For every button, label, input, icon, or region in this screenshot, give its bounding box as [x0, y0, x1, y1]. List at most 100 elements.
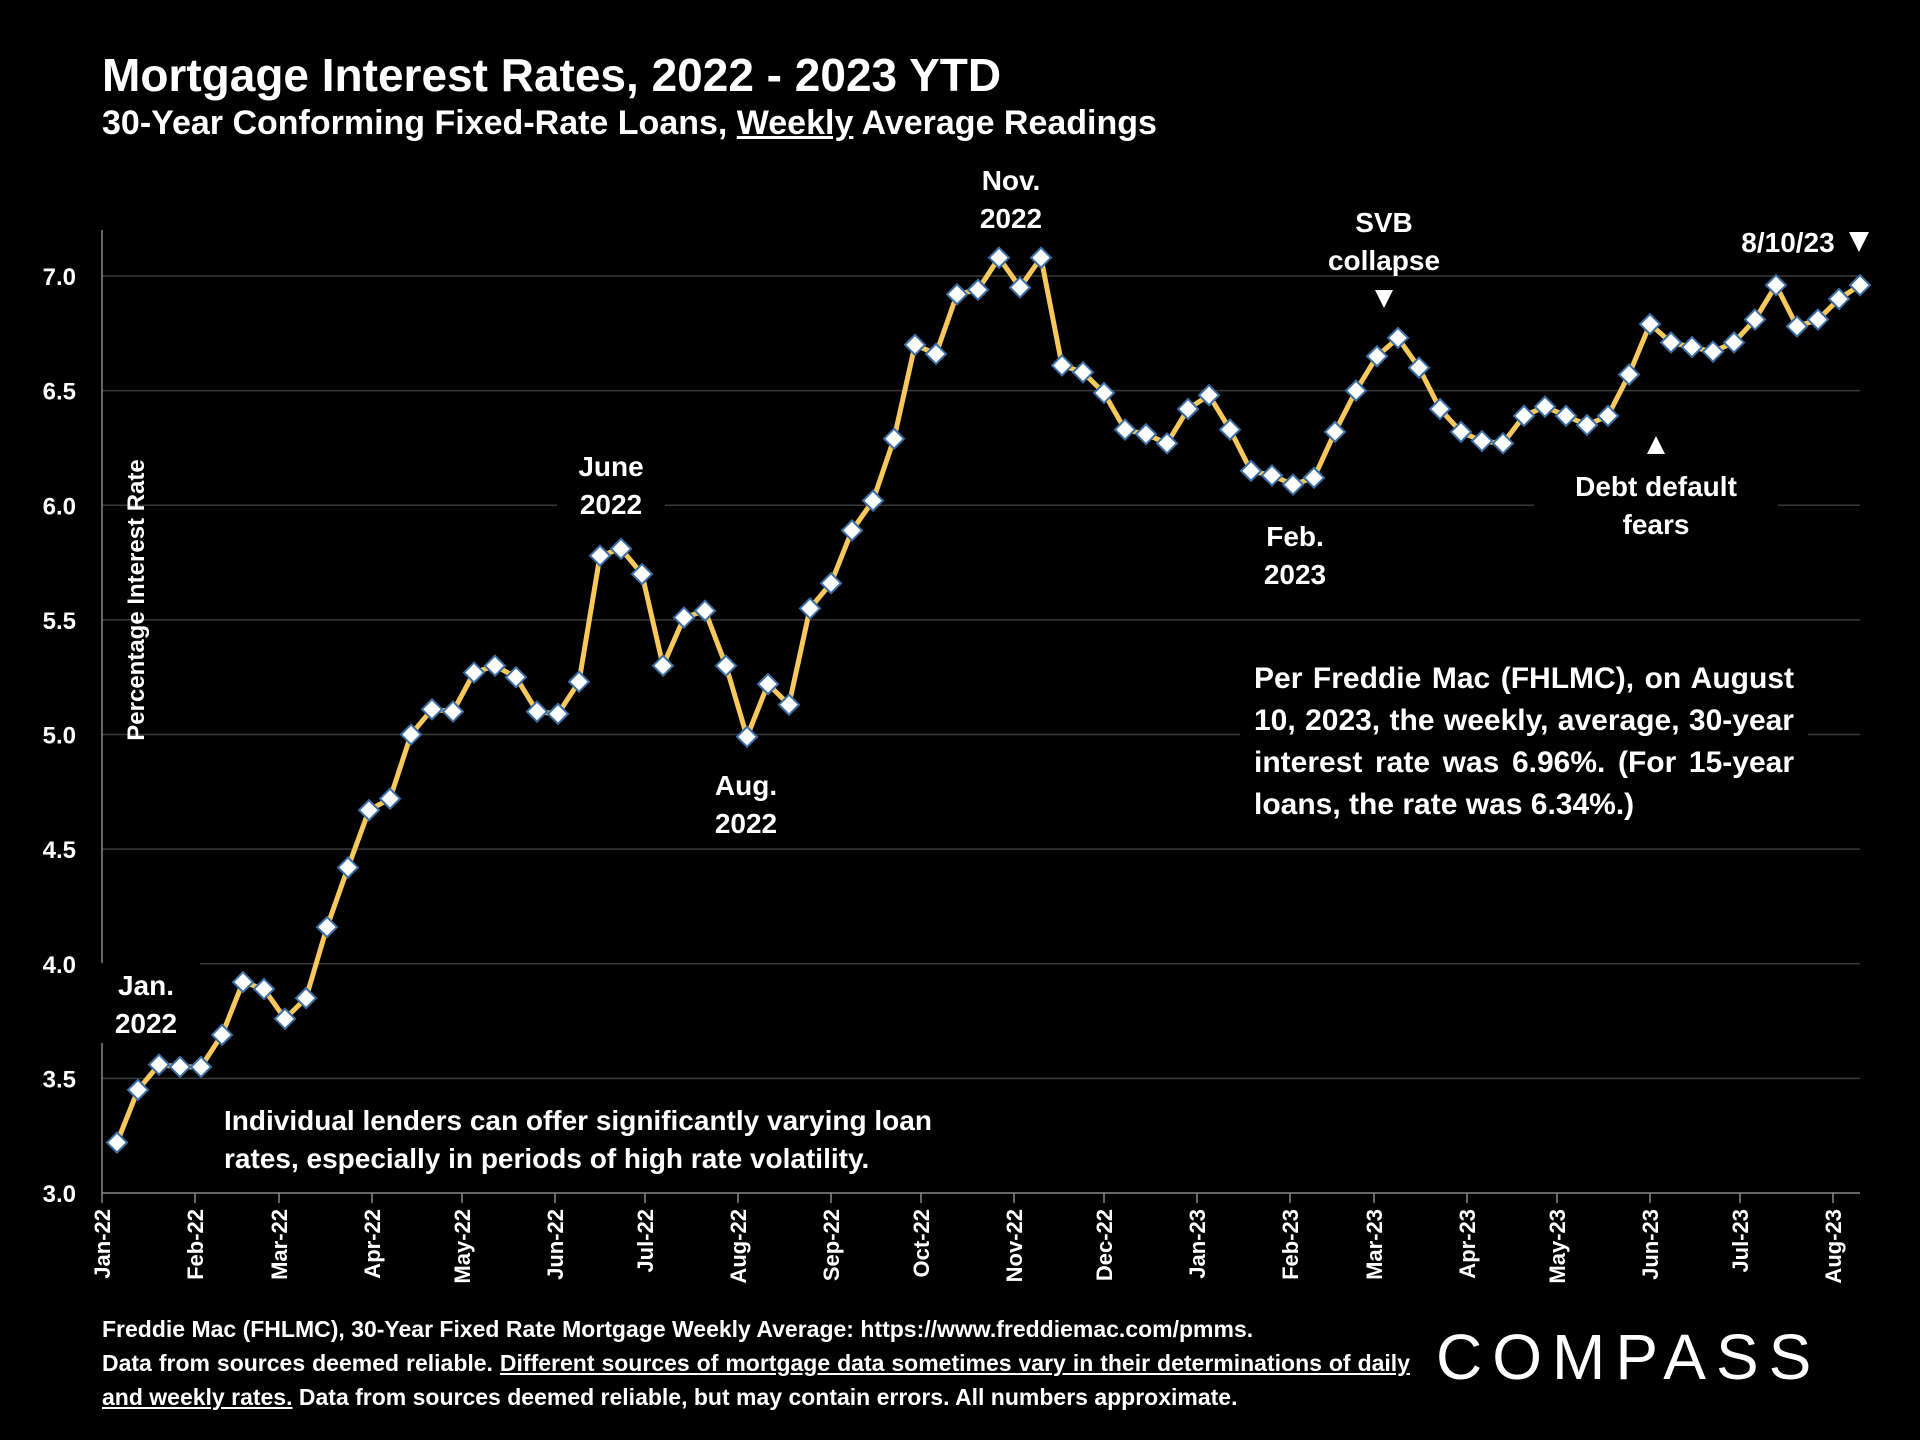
data-point [336, 856, 360, 879]
data-point [1323, 420, 1347, 444]
data-point [105, 1131, 129, 1154]
x-tick-label: Jan-23 [1185, 1209, 1210, 1279]
data-point [714, 654, 738, 678]
data-point [1617, 363, 1641, 386]
x-tick-label: Aug-22 [726, 1209, 751, 1284]
data-point [651, 654, 675, 678]
data-point [1764, 273, 1788, 297]
data-point [1596, 404, 1620, 428]
data-point [798, 596, 822, 620]
data-point [1827, 287, 1851, 311]
y-tick-label: 5.0 [43, 723, 76, 750]
x-tick-label: Aug-23 [1821, 1209, 1846, 1284]
subtitle-text-post: Average Readings [853, 104, 1157, 142]
annotation-line-1: Feb. [1266, 521, 1324, 552]
data-point [1155, 431, 1179, 455]
y-tick-label: 3.5 [43, 1066, 76, 1093]
data-point [126, 1078, 150, 1102]
data-point [189, 1055, 213, 1079]
data-point [483, 654, 507, 678]
annotation-line-1: Aug. [715, 770, 777, 801]
annotation-line-1: Nov. [982, 165, 1041, 196]
footer-line-1: Freddie Mac (FHLMC), 30-Year Fixed Rate … [102, 1316, 1254, 1342]
data-point [945, 282, 969, 306]
data-point [1491, 431, 1515, 455]
data-point [168, 1055, 192, 1079]
data-point [1407, 356, 1431, 380]
annotation-line-2: fears [1623, 509, 1690, 540]
y-tick-label: 3.0 [43, 1181, 76, 1208]
y-axis-label: Percentage Interest Rate [123, 459, 150, 740]
data-point [378, 787, 402, 811]
data-point [525, 700, 549, 723]
data-point [1533, 395, 1557, 419]
data-point [1638, 312, 1662, 336]
footer-line-2-underlined: Different sources of mortgage data somet… [102, 1350, 1410, 1410]
data-point [924, 342, 948, 366]
x-tick-label: May-22 [450, 1209, 475, 1284]
data-point [672, 606, 696, 629]
data-point [1680, 335, 1704, 359]
data-point [1176, 397, 1200, 421]
data-point [567, 670, 591, 694]
annotation-line-2: 2022 [715, 808, 777, 839]
data-point [1071, 360, 1095, 384]
data-point [1554, 404, 1578, 428]
annotation-line-2: 2022 [580, 489, 642, 520]
annotation: Aug. 2022 [692, 763, 800, 843]
volatility-note: Individual lenders can offer significant… [212, 1100, 996, 1180]
footer-line-2-post: Data from sources deemed reliable, but m… [292, 1384, 1238, 1410]
chart-title: Mortgage Interest Rates, 2022 - 2023 YTD [102, 49, 1002, 101]
data-point [420, 697, 444, 721]
annotation-backdrop [1534, 464, 1778, 544]
annotation-backdrop [1241, 514, 1349, 594]
footer-line-2-pre: Data from sources deemed reliable. [102, 1350, 500, 1376]
data-point [1386, 326, 1410, 350]
data-point [1281, 473, 1305, 497]
annotation-line-1: 8/10/23 [1741, 227, 1834, 258]
data-point [1365, 344, 1389, 368]
data-point [1239, 459, 1263, 483]
data-point [1575, 413, 1599, 437]
annotation: SVB collapse [1328, 207, 1440, 308]
data-point [1113, 418, 1137, 442]
y-tick-label: 6.0 [43, 493, 76, 520]
data-point [1470, 429, 1494, 453]
data-point [1743, 308, 1767, 331]
data-point [1008, 276, 1032, 299]
data-point [861, 489, 885, 513]
data-point [210, 1023, 234, 1047]
data-point [630, 562, 654, 586]
data-point [399, 723, 423, 746]
annotation-line-2: 2023 [1264, 559, 1326, 590]
gridlines [101, 230, 1860, 1194]
subtitle-text-underlined: Weekly [736, 104, 854, 142]
data-point [777, 693, 801, 717]
data-point [1848, 273, 1872, 297]
data-point [1512, 404, 1536, 428]
source-footer: Freddie Mac (FHLMC), 30-Year Fixed Rate … [102, 1312, 1410, 1414]
data-point [294, 986, 318, 1010]
annotation: Nov. 2022 [980, 165, 1042, 234]
x-tick-label: Feb-22 [183, 1209, 208, 1280]
arrow-up-icon [1647, 436, 1665, 454]
annotation-line-2: collapse [1328, 245, 1440, 276]
x-tick-label: Jan-22 [90, 1209, 115, 1279]
data-point [1302, 466, 1326, 490]
data-point [231, 970, 255, 994]
y-tick-label: 7.0 [43, 264, 76, 291]
x-tick-label: Nov-22 [1002, 1209, 1027, 1282]
x-tick-label: Jul-23 [1728, 1209, 1753, 1273]
x-tick-label: Apr-23 [1455, 1209, 1480, 1279]
arrow-down-icon [1375, 290, 1393, 308]
data-point [441, 700, 465, 723]
y-tick-label: 4.0 [43, 952, 76, 979]
chart-subtitle: 30-Year Conforming Fixed-Rate Loans, Wee… [102, 104, 1157, 143]
series-line [105, 246, 1872, 1154]
x-tick-label: Sep-22 [819, 1209, 844, 1281]
data-point [819, 571, 843, 595]
x-tick-label: Mar-22 [267, 1209, 292, 1280]
data-point [588, 544, 612, 568]
data-point [735, 725, 759, 749]
data-point [315, 915, 339, 939]
